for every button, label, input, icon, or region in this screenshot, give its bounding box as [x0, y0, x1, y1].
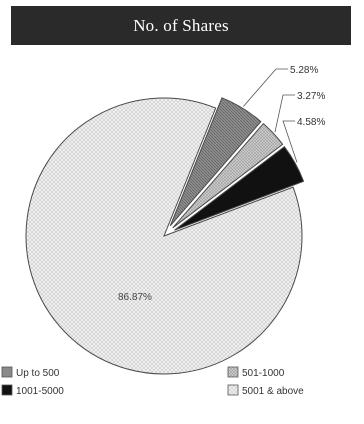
- data-labels: 5.28% 3.27% 4.58% 86.87%: [118, 65, 325, 303]
- data-label-1001-5000: 4.58%: [297, 117, 325, 128]
- pie-slice-501-1000: [172, 122, 284, 229]
- leader-lines: [243, 68, 298, 163]
- pie-slice-1001-5000: [174, 146, 305, 231]
- legend-label-5001-and-above: 5001 & above: [242, 386, 304, 397]
- chart-title-text: No. of Shares: [133, 15, 229, 35]
- data-label-5001-and-above: 86.87%: [118, 292, 152, 303]
- legend-label-up-to-500: Up to 500: [16, 368, 60, 379]
- data-label-up-to-500: 5.28%: [290, 65, 318, 76]
- data-label-501-1000: 3.27%: [297, 91, 325, 102]
- pie-slice-5001-and-above: [25, 97, 303, 375]
- leader-line-501-1000: [274, 94, 295, 133]
- legend-label-501-1000: 501-1000: [242, 368, 285, 379]
- leader-line-1001-5000: [282, 120, 298, 163]
- legend-swatch-up-to-500: [1, 366, 13, 378]
- legend: Up to 500 501-1000 1001-5000 5001 & above: [1, 366, 304, 397]
- legend-label-1001-5000: 1001-5000: [16, 386, 64, 397]
- pie-slice-up-to-500: [169, 97, 262, 227]
- chart-title: No. of Shares: [11, 6, 351, 45]
- legend-swatch-501-1000: [227, 366, 239, 378]
- legend-swatch-5001-and-above: [227, 384, 239, 396]
- pie-slices: [25, 97, 305, 375]
- leader-line-up-to-500: [243, 68, 288, 107]
- legend-swatch-1001-5000: [1, 384, 13, 396]
